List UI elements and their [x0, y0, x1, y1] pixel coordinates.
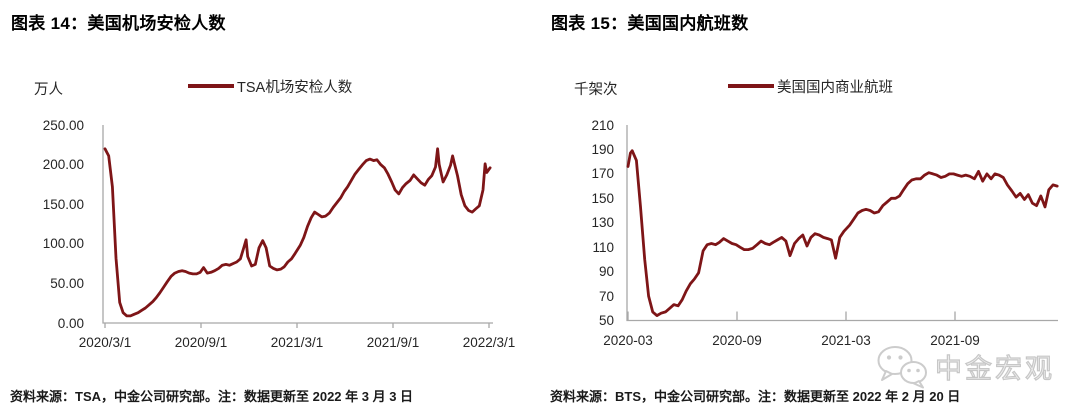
x-axis-tick-label: 2020-09	[712, 332, 762, 348]
chart-panel-domestic-flights: 图表 15：美国国内航班数 千架次 美国国内商业航班 资料来源：BTS，中金公司…	[540, 0, 1080, 416]
x-axis-tick-label: 2021-03	[821, 332, 871, 348]
y-axis-unit-label: 万人	[34, 82, 63, 98]
y-axis-tick-label: 200.00	[42, 157, 84, 173]
x-axis-tick-label: 2021/3/1	[270, 335, 324, 350]
legend: 美国国内商业航班	[728, 76, 893, 96]
chart-title: 图表 14：美国机场安检人数	[11, 14, 226, 33]
chart-panel-tsa-checkpoint: 图表 14：美国机场安检人数 万人 TSA机场安检人数 资料来源：TSA，中金公…	[10, 14, 516, 404]
y-axis-tick-label: 130	[591, 215, 614, 231]
axis-line	[102, 125, 493, 324]
source-note: 资料来源：TSA，中金公司研究部。注：数据更新至 2022 年 3 月 3 日	[10, 389, 414, 404]
x-axis-tick-label: 2020/3/1	[78, 335, 132, 350]
y-axis-tick-label: 190	[591, 141, 614, 157]
chart-title: 图表 15：美国国内航班数	[551, 14, 749, 33]
legend-line-swatch	[728, 84, 774, 88]
legend-label: TSA机场安检人数	[237, 79, 353, 96]
legend: TSA机场安检人数	[188, 76, 352, 96]
y-axis-tick-label: 250.00	[42, 117, 84, 133]
y-axis-tick-label: 170	[591, 166, 614, 182]
x-axis-tick-label: 2020-03	[603, 332, 653, 348]
y-axis-tick-label: 100.00	[42, 236, 84, 252]
y-axis-tick-label: 210	[591, 117, 614, 133]
y-axis-tick-label: 50.00	[50, 275, 84, 291]
y-axis-tick-label: 0.00	[57, 315, 84, 331]
x-axis-tick-label: 2021/9/1	[366, 335, 420, 350]
source-note: 资料来源：BTS，中金公司研究部。注：数据更新至 2022 年 2 月 20 日	[550, 389, 961, 404]
line-chart	[102, 125, 493, 328]
y-axis-tick-label: 50	[598, 313, 614, 328]
watermark-label: 中金宏观	[934, 353, 1055, 384]
x-axis-tick-label: 2022/3/1	[462, 335, 516, 350]
watermark: 中金宏观	[874, 344, 1055, 389]
y-axis-tick-label: 70	[598, 288, 614, 304]
series-line	[103, 147, 492, 318]
y-axis-unit-label: 千架次	[574, 82, 618, 98]
line-chart	[626, 125, 1059, 322]
series-line	[626, 149, 1059, 318]
y-axis-tick-label: 90	[598, 264, 614, 280]
y-axis-tick-label: 150.00	[42, 196, 84, 212]
axis-line	[626, 125, 1058, 322]
y-axis-tick-label: 110	[592, 239, 614, 255]
x-axis-tick-label: 2020/9/1	[174, 335, 228, 350]
x-axis-tick-label: 2021-09	[930, 332, 980, 348]
wechat-icon	[877, 346, 927, 389]
legend-line-swatch	[188, 84, 234, 88]
y-axis-tick-label: 150	[591, 190, 614, 206]
legend-label: 美国国内商业航班	[777, 79, 893, 96]
